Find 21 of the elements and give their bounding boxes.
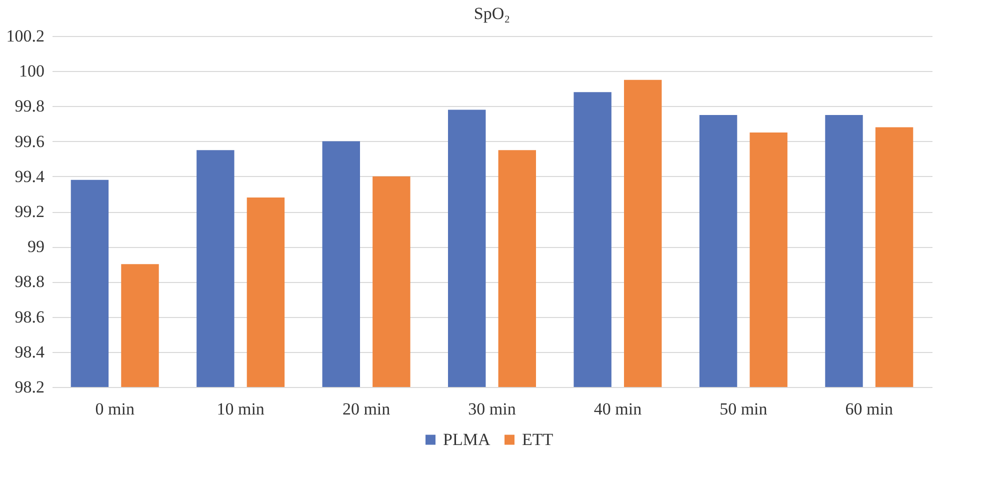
y-tick-label: 98.6 <box>14 307 44 326</box>
y-tick-label: 99.2 <box>14 202 44 221</box>
x-tick-label: 0 min <box>95 400 135 418</box>
y-tick-label: 100 <box>19 62 44 81</box>
y-tick-label: 98.4 <box>14 342 45 362</box>
y-tick-label: 99.4 <box>14 166 45 186</box>
x-tick-label: 40 min <box>594 400 642 418</box>
y-tick-label: 99.8 <box>14 96 44 116</box>
y-tick-label: 100.2 <box>6 26 44 46</box>
x-tick-label: 20 min <box>342 400 391 418</box>
x-tick-label: 10 min <box>216 400 265 418</box>
y-tick-label: 98.8 <box>14 272 44 292</box>
legend-label: PLMA <box>443 430 491 449</box>
chart-title: SpO₂ <box>474 4 510 23</box>
x-tick-label: 30 min <box>468 400 516 418</box>
y-tick-label: 99 <box>28 237 44 256</box>
y-tick-label: 98.2 <box>14 378 44 396</box>
x-tick-label: 50 min <box>720 400 768 418</box>
y-tick-label: 99.6 <box>14 132 44 151</box>
legend-label: ETT <box>522 430 554 449</box>
x-tick-label: 60 min <box>845 400 894 418</box>
